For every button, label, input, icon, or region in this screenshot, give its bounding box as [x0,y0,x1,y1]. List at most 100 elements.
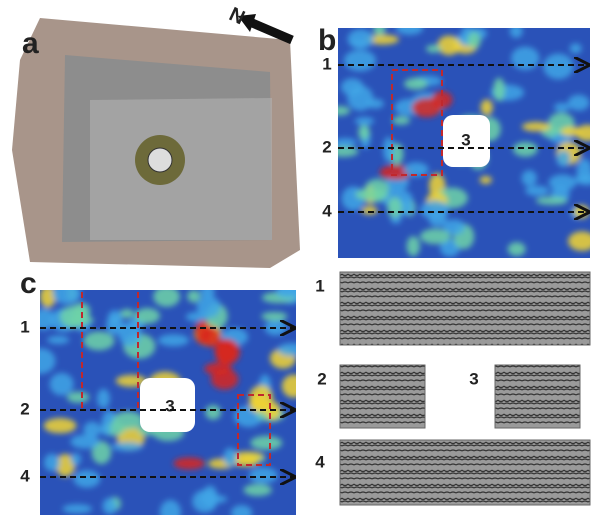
heat-blob [67,392,89,403]
heat-blob [493,78,505,102]
heat-blob [568,231,596,251]
heat-blob [480,176,492,184]
heat-blob [153,286,180,306]
panel-b: 3 b [318,21,601,258]
heat-blob [205,405,221,420]
heat-blob [204,362,232,375]
heat-blob [511,47,539,70]
heat-blob [536,197,568,205]
heat-blob [361,206,377,214]
heat-blob [426,45,442,53]
heat-blob [407,236,420,256]
heat-blob [341,78,364,96]
hole-label: 3 [165,396,174,415]
profile-label: 1 [322,54,331,73]
heat-blob [373,21,385,36]
heat-blob [508,242,526,256]
heat-blob [344,50,376,72]
heat-blob [513,142,538,157]
heat-blob [392,116,410,124]
panel-label: b [318,24,336,57]
heat-blob [83,331,114,350]
heat-blob [97,389,110,408]
panel-label: a [22,27,39,60]
heat-blob [276,285,299,297]
body: a N 3 b 3 c 1241241234 (() => { const da… [0,0,601,522]
heat-blob [420,201,449,219]
heat-blob [467,32,481,49]
profile-label: 4 [20,466,30,485]
heat-blob [568,95,590,111]
radargrams [340,272,590,505]
page: {"panels": { "a": {"label": "a", "north"… [0,0,601,522]
heat-blob [73,470,100,488]
radargram [340,440,590,505]
heat-blob [26,348,56,374]
heat-blob [522,170,537,186]
heat-blob [53,283,81,305]
heat-blob [366,99,384,109]
heat-blob [510,24,523,38]
heat-blob [554,103,570,112]
heat-blob [525,186,549,196]
heat-blob [33,308,55,330]
radargram-label: 3 [469,369,478,388]
radargram-label: 4 [315,452,325,471]
heat-blob [111,442,142,451]
heat-blob [350,39,367,48]
profile-label: 4 [322,201,332,220]
heat-blob [543,53,573,79]
heat-blob [358,125,370,140]
heat-blob [277,343,306,356]
manhole-center [148,148,172,172]
heat-blob [329,106,350,116]
heat-blob [250,436,282,450]
radargram [340,365,425,428]
radargram-label: 1 [315,276,324,295]
heat-blob [261,312,287,321]
heat-blob [231,505,252,521]
heat-blob [44,454,60,472]
panel-a: a N [12,3,300,268]
figure: a N 3 b 3 c 1 2 4 1 2 4 1 2 3 4 [0,0,601,522]
heat-blob [83,422,100,438]
heat-blob [62,504,92,513]
north-label: N [226,3,248,29]
profile-label: 1 [20,317,29,336]
heat-blob [202,326,221,347]
heat-blob [481,99,493,115]
heat-blob [522,122,550,132]
radargram-label: 2 [317,369,326,388]
profile-label: 2 [322,137,331,156]
heat-blob [187,290,200,303]
heat-blob [387,197,402,218]
heat-blob [549,174,577,190]
heat-blob [102,498,116,515]
radargram [340,272,590,345]
heat-blob [355,188,388,201]
heat-blob [47,336,69,344]
heat-blob [334,138,357,146]
heat-blob [396,21,423,35]
panel-label: c [20,267,37,300]
heat-blob [577,159,593,184]
heat-blob [404,78,428,90]
hole-label: 3 [461,130,470,149]
heat-blob [100,423,111,435]
profile-label: 2 [20,399,29,418]
heat-blob [556,150,570,167]
heat-blob [223,448,237,466]
heat-blob [192,490,217,513]
heat-blob [71,453,81,466]
heat-blob [50,373,74,396]
panel-c: 3 c [20,267,306,522]
heat-blob [249,467,278,483]
radargram [495,365,580,428]
heat-blob [570,43,582,54]
heat-blob [561,127,582,137]
heat-blob [355,117,374,126]
heat-blob [282,374,306,397]
heat-blob [243,484,271,496]
heat-blob [197,296,221,318]
heat-blob [420,229,451,244]
